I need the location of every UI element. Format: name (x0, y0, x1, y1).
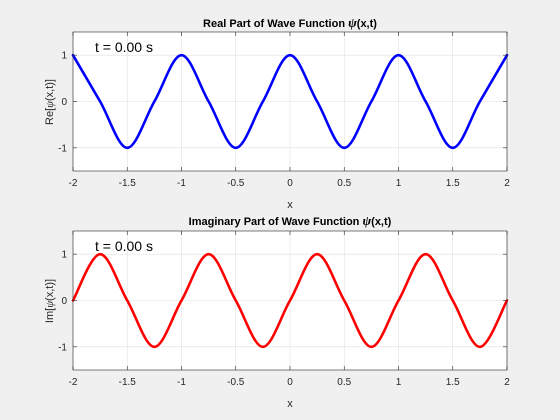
y-tick-label: 1 (61, 51, 67, 62)
y-tick-label: -1 (58, 342, 67, 353)
subplot-real: Real Part of Wave Function ψ(x,t) -2 -1.5… (44, 15, 510, 211)
x-tick-label: 1.5 (446, 377, 460, 388)
tick-layer: -2 -1.5 -1 -0.5 0 0.5 1 1.5 2 -1 0 1 (58, 231, 510, 388)
y-axis-label: Im[ψ(x,t)] (44, 279, 56, 323)
y-tick-label: 0 (61, 97, 67, 108)
subplot-imaginary: Imaginary Part of Wave Function ψ(x,t) -… (44, 213, 510, 410)
x-tick-label: 2 (504, 178, 510, 189)
x-tick-label: 0 (287, 178, 293, 189)
x-tick-label: -1 (177, 377, 186, 388)
x-axis-label: x (287, 398, 293, 410)
chart-title: Imaginary Part of Wave Function ψ(x,t) (189, 213, 392, 228)
y-tick-label: -1 (58, 143, 67, 154)
y-tick-label: 0 (61, 296, 67, 307)
time-annotation: t = 0.00 s (95, 39, 153, 55)
series-layer (71, 252, 509, 349)
x-tick-label: -1.5 (119, 377, 137, 388)
x-tick-label: 0.5 (337, 178, 351, 189)
x-tick-label: 0.5 (337, 377, 351, 388)
tick-layer: -2 -1.5 -1 -0.5 0 0.5 1 1.5 2 -1 0 1 (58, 32, 510, 189)
x-tick-label: -1.5 (119, 178, 137, 189)
series-line (71, 252, 509, 349)
x-tick-label: 1 (396, 377, 402, 388)
x-tick-label: -2 (69, 178, 78, 189)
x-tick-label: 2 (504, 377, 510, 388)
x-tick-label: -0.5 (227, 178, 245, 189)
x-tick-label: -2 (69, 377, 78, 388)
series-layer (71, 53, 509, 150)
time-annotation: t = 0.00 s (95, 238, 153, 254)
x-tick-label: 1.5 (446, 178, 460, 189)
x-axis-label: x (287, 199, 293, 211)
y-tick-label: 1 (61, 250, 67, 261)
x-tick-label: 1 (396, 178, 402, 189)
x-tick-label: -0.5 (227, 377, 245, 388)
series-line (71, 53, 509, 150)
chart-title: Real Part of Wave Function ψ(x,t) (203, 15, 377, 30)
x-tick-label: -1 (177, 178, 186, 189)
x-tick-label: 0 (287, 377, 293, 388)
y-axis-label: Re[ψ(x,t)] (44, 79, 56, 125)
